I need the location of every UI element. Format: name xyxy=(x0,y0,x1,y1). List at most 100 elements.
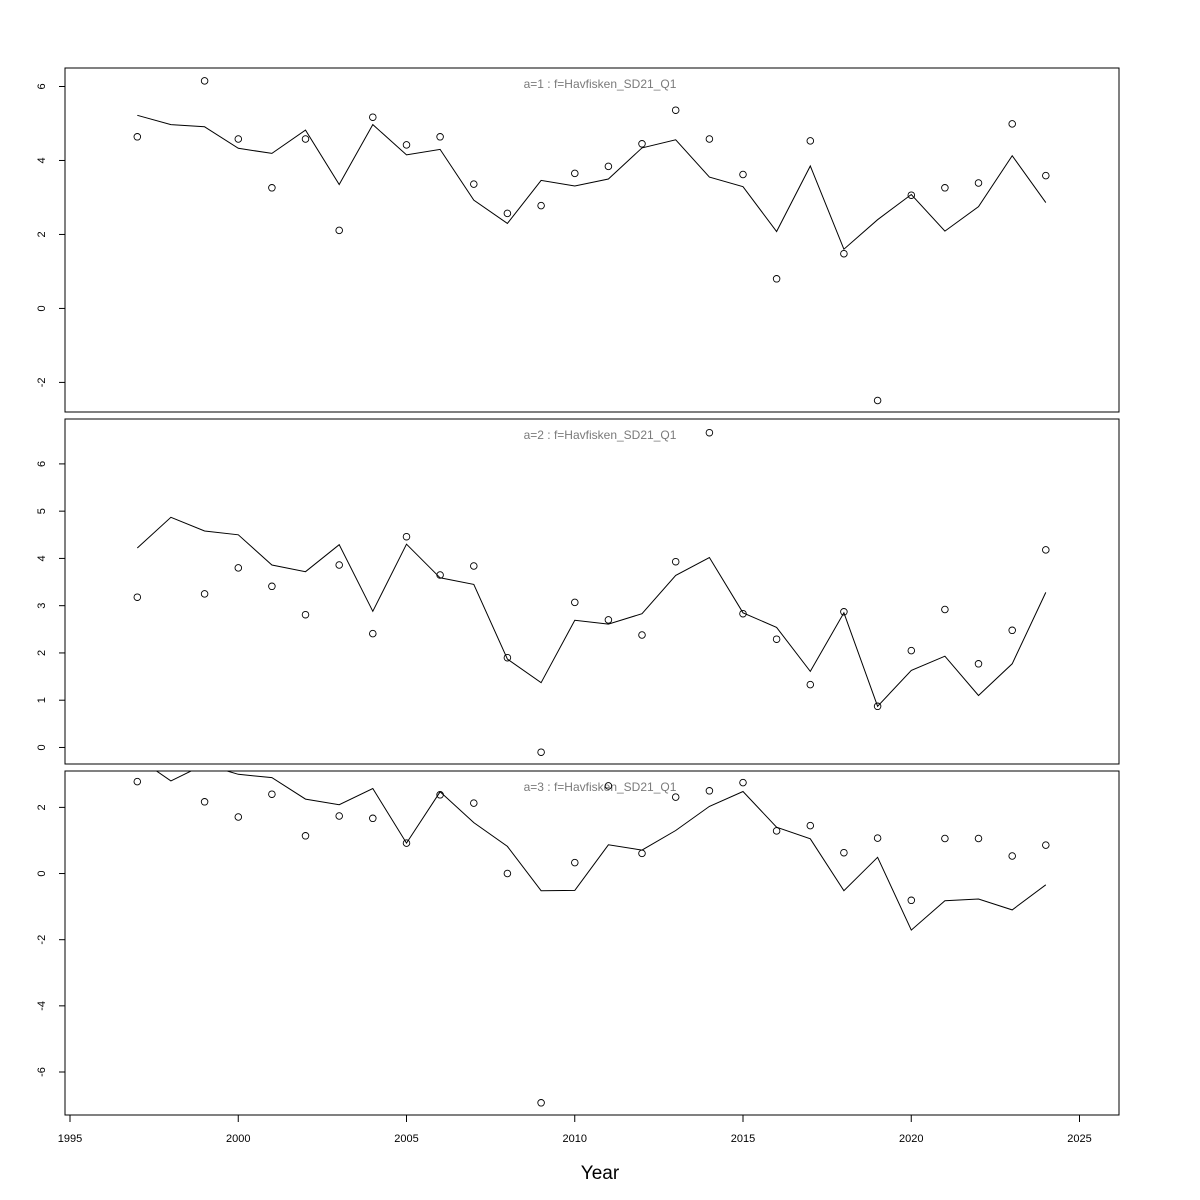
x-tick-label: 2020 xyxy=(899,1133,923,1145)
observation-point xyxy=(133,593,142,601)
observation-point xyxy=(873,834,882,842)
observation-point xyxy=(369,113,377,121)
panel-age-2: a=2 : f=Havfisken_SD21_Q1 0 1 2 3 4 5 6 xyxy=(36,418,1120,765)
y-axis: 0 1 2 3 4 5 6 xyxy=(36,461,65,751)
y-tick-label: 2 xyxy=(36,804,48,810)
observation-point xyxy=(739,170,747,179)
observation-point xyxy=(1008,852,1016,860)
y-tick-label: 6 xyxy=(36,461,48,467)
observation-point xyxy=(470,562,478,570)
panel-age-3: a=3 : f=Havfisken_SD21_Q1 -6 -4 -2 0 2 xyxy=(36,770,1120,1116)
panel-title: a=3 : f=Havfisken_SD21_Q1 xyxy=(524,780,677,794)
observation-point xyxy=(705,135,714,143)
observation-point xyxy=(739,778,747,787)
observation-point xyxy=(772,635,781,643)
y-tick-label: 1 xyxy=(36,697,48,703)
observation-point xyxy=(1008,120,1016,128)
observation-point xyxy=(638,631,646,639)
observation-point xyxy=(941,834,949,843)
panel-frame xyxy=(64,67,1120,413)
observation-point xyxy=(671,106,680,114)
y-axis: -6 -4 -2 0 2 xyxy=(36,804,65,1077)
y-tick-label: -6 xyxy=(36,1067,48,1077)
y-tick-label: 4 xyxy=(36,555,48,561)
observation-point xyxy=(369,814,377,823)
fitted-line xyxy=(136,516,1047,708)
x-axis: 1995 2000 2005 2010 2015 2020 2025 xyxy=(58,1114,1092,1145)
observation-point xyxy=(268,184,276,192)
observation-point xyxy=(840,249,848,258)
panel-frame xyxy=(64,418,1120,765)
observation-point xyxy=(200,798,209,806)
observation-point xyxy=(604,162,613,171)
x-axis-label: Year xyxy=(581,1163,620,1184)
observation-point xyxy=(907,646,916,655)
y-tick-label: -2 xyxy=(36,935,48,945)
observation-point xyxy=(638,140,646,148)
observation-point xyxy=(335,561,343,569)
x-tick-label: 2015 xyxy=(731,1133,755,1145)
observation-point xyxy=(1042,841,1050,849)
panel-age-1: a=1 : f=Havfisken_SD21_Q1 -2 0 2 4 6 xyxy=(36,67,1120,413)
y-axis: -2 0 2 4 6 xyxy=(36,83,65,387)
observation-point xyxy=(301,610,310,619)
observation-point xyxy=(974,179,983,187)
observation-point xyxy=(705,787,714,795)
y-tick-label: 4 xyxy=(36,157,48,163)
x-tick-label: 2010 xyxy=(563,1133,587,1145)
observation-point xyxy=(436,571,444,579)
y-tick-label: 2 xyxy=(36,650,48,656)
y-tick-label: 2 xyxy=(36,231,48,237)
observation-point xyxy=(133,133,142,141)
observation-point xyxy=(873,396,882,405)
observation-point xyxy=(537,1099,545,1107)
panel-frame xyxy=(64,770,1120,1116)
observation-point xyxy=(638,849,646,858)
observation-point xyxy=(840,608,848,616)
y-tick-label: 5 xyxy=(36,508,48,514)
observation-point xyxy=(234,564,243,572)
observation-point xyxy=(234,813,243,821)
fitted-line xyxy=(155,771,1047,931)
y-tick-label: 0 xyxy=(36,305,48,311)
y-tick-label: 3 xyxy=(36,603,48,609)
observation-point xyxy=(571,598,579,607)
observation-point xyxy=(604,782,613,790)
observation-point xyxy=(806,137,815,145)
observation-point xyxy=(402,839,411,847)
observation-point xyxy=(974,834,983,843)
plot-area xyxy=(133,77,1050,405)
y-tick-label: -4 xyxy=(36,1001,48,1011)
observation-point xyxy=(806,821,815,830)
observation-point xyxy=(739,609,747,618)
observation-point xyxy=(268,582,276,591)
observation-point xyxy=(840,848,848,857)
observation-point xyxy=(537,748,545,756)
observation-point xyxy=(907,896,916,905)
observation-point xyxy=(571,169,579,178)
observation-point xyxy=(133,777,142,786)
observation-point xyxy=(604,616,613,624)
observation-point xyxy=(436,133,444,141)
observation-point xyxy=(335,226,343,235)
observation-point xyxy=(1042,546,1050,554)
observation-point xyxy=(772,827,781,835)
observation-point xyxy=(200,77,209,85)
y-tick-label: 6 xyxy=(36,83,48,89)
y-tick-label: 0 xyxy=(36,870,48,876)
fitted-line xyxy=(137,114,1047,251)
panel-title: a=1 : f=Havfisken_SD21_Q1 xyxy=(524,77,677,91)
y-tick-label: 0 xyxy=(36,744,48,750)
observation-point xyxy=(503,209,512,218)
observation-point xyxy=(537,201,545,210)
observation-point xyxy=(571,858,579,867)
observation-point xyxy=(335,812,343,820)
observation-point xyxy=(806,680,815,689)
observation-point xyxy=(772,275,781,283)
observation-point xyxy=(671,557,680,566)
observation-point xyxy=(402,532,411,541)
observation-point xyxy=(873,702,882,711)
observation-point xyxy=(907,191,916,199)
x-tick-label: 2005 xyxy=(394,1133,418,1145)
